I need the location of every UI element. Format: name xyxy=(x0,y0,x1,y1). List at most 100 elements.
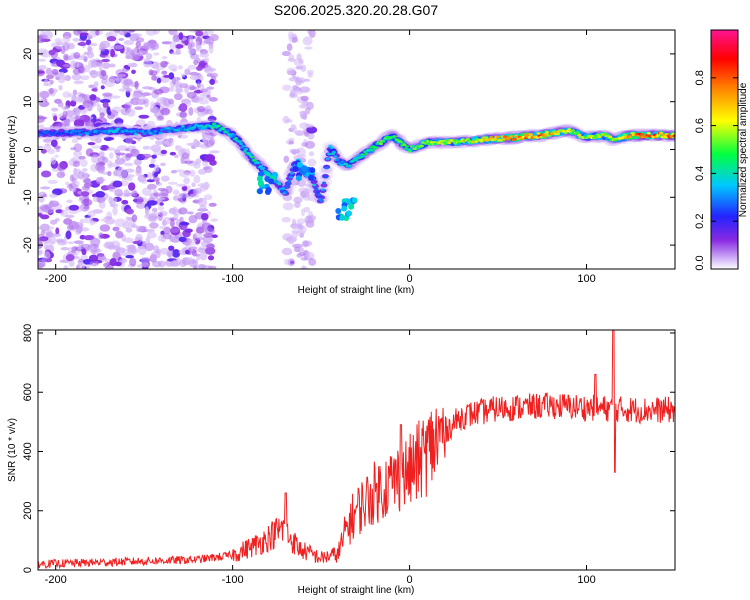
noise-blob xyxy=(186,160,198,167)
noise-blob xyxy=(179,259,187,268)
noise-blob xyxy=(191,249,197,257)
noise-blob xyxy=(168,64,178,71)
noise-blob xyxy=(120,251,131,257)
noise-blob xyxy=(89,94,97,101)
noise-blob xyxy=(81,198,93,206)
noise-blob xyxy=(142,86,153,90)
y-tick-label: 800 xyxy=(22,324,34,342)
noise-blob xyxy=(65,181,70,186)
noise-blob xyxy=(70,96,81,102)
ridge-point xyxy=(225,129,230,132)
noise-blob xyxy=(40,214,50,220)
noise-blob xyxy=(282,202,294,211)
noise-blob xyxy=(103,136,113,142)
noise-blob xyxy=(129,224,138,229)
noise-blob xyxy=(144,57,151,63)
noise-blob xyxy=(306,126,318,134)
noise-blob xyxy=(206,94,211,99)
noise-blob xyxy=(62,91,71,99)
noise-blob xyxy=(125,255,134,259)
ridge-point xyxy=(324,166,329,170)
noise-blob xyxy=(95,178,106,183)
noise-blob xyxy=(298,252,307,256)
noise-blob xyxy=(50,236,57,244)
noise-blob xyxy=(39,90,50,99)
noise-blob xyxy=(74,115,85,121)
noise-blob xyxy=(147,183,157,190)
noise-blob xyxy=(151,251,157,256)
ridge-point xyxy=(501,138,506,141)
ridge-point xyxy=(283,190,288,193)
noise-blob xyxy=(99,156,108,162)
ridge-point xyxy=(314,187,319,191)
noise-blob xyxy=(189,169,196,177)
colorbar-frame xyxy=(710,29,739,270)
noise-blob xyxy=(195,30,204,37)
ridge-point xyxy=(339,163,344,167)
noise-blob xyxy=(66,184,72,189)
noise-blob xyxy=(146,200,158,206)
noise-blob xyxy=(148,163,156,168)
noise-blob xyxy=(82,103,93,108)
noise-blob xyxy=(38,91,41,99)
colorbar: 0.0 0.2 0.4 0.6 0.8 Normalized spectral ampl… xyxy=(694,29,749,271)
noise-blob xyxy=(153,147,162,156)
noise-blob xyxy=(188,84,196,91)
noise-blob xyxy=(38,250,43,256)
noise-blob xyxy=(64,105,69,110)
x-tick-label: 0 xyxy=(407,574,413,586)
ridge-point xyxy=(489,136,494,139)
noise-blob xyxy=(138,246,147,256)
noise-blob xyxy=(282,115,290,124)
noise-blob xyxy=(144,206,150,216)
colorbar-label: Normalized spectral amplitude xyxy=(738,82,749,217)
x-tick-label: 0 xyxy=(407,273,413,285)
noise-blob xyxy=(46,74,54,80)
noise-blob xyxy=(203,68,214,74)
noise-blob xyxy=(160,149,168,155)
noise-blob xyxy=(179,83,189,89)
branch-point xyxy=(265,187,272,193)
branch-point xyxy=(346,210,352,217)
noise-blob xyxy=(288,137,295,142)
noise-blob xyxy=(104,241,115,249)
noise-blob xyxy=(286,43,293,51)
noise-blob xyxy=(185,249,190,255)
x-tick-label: -200 xyxy=(45,273,67,285)
noise-blob xyxy=(50,219,58,225)
noise-blob xyxy=(169,151,176,156)
noise-blob xyxy=(178,236,187,242)
noise-blob xyxy=(81,185,90,191)
noise-blob xyxy=(149,253,157,263)
noise-blob xyxy=(304,123,315,128)
ridge-point xyxy=(127,128,132,131)
noise-blob xyxy=(49,193,58,198)
noise-blob xyxy=(131,93,143,99)
noise-blob xyxy=(114,149,121,155)
y-tick-label: 400 xyxy=(22,442,34,460)
noise-blob xyxy=(181,73,186,78)
noise-blob xyxy=(199,251,208,261)
noise-blob xyxy=(159,247,170,255)
ridge-point xyxy=(374,146,379,149)
noise-blob xyxy=(149,107,160,114)
noise-blob xyxy=(199,204,207,213)
noise-blob xyxy=(81,53,87,60)
noise-blob xyxy=(66,199,73,204)
noise-blob xyxy=(188,215,198,224)
noise-blob xyxy=(55,238,64,243)
noise-blob xyxy=(89,244,95,250)
noise-blob xyxy=(178,192,190,199)
noise-blob xyxy=(144,242,155,252)
noise-blob xyxy=(78,65,85,74)
noise-blob xyxy=(73,256,80,260)
noise-blob xyxy=(113,44,124,50)
noise-blob xyxy=(45,67,53,75)
noise-blob xyxy=(95,191,106,198)
noise-blob xyxy=(137,97,144,105)
noise-blob xyxy=(282,84,292,91)
noise-blob xyxy=(70,100,77,107)
ridge-point xyxy=(320,183,328,188)
noise-blob xyxy=(160,162,166,167)
